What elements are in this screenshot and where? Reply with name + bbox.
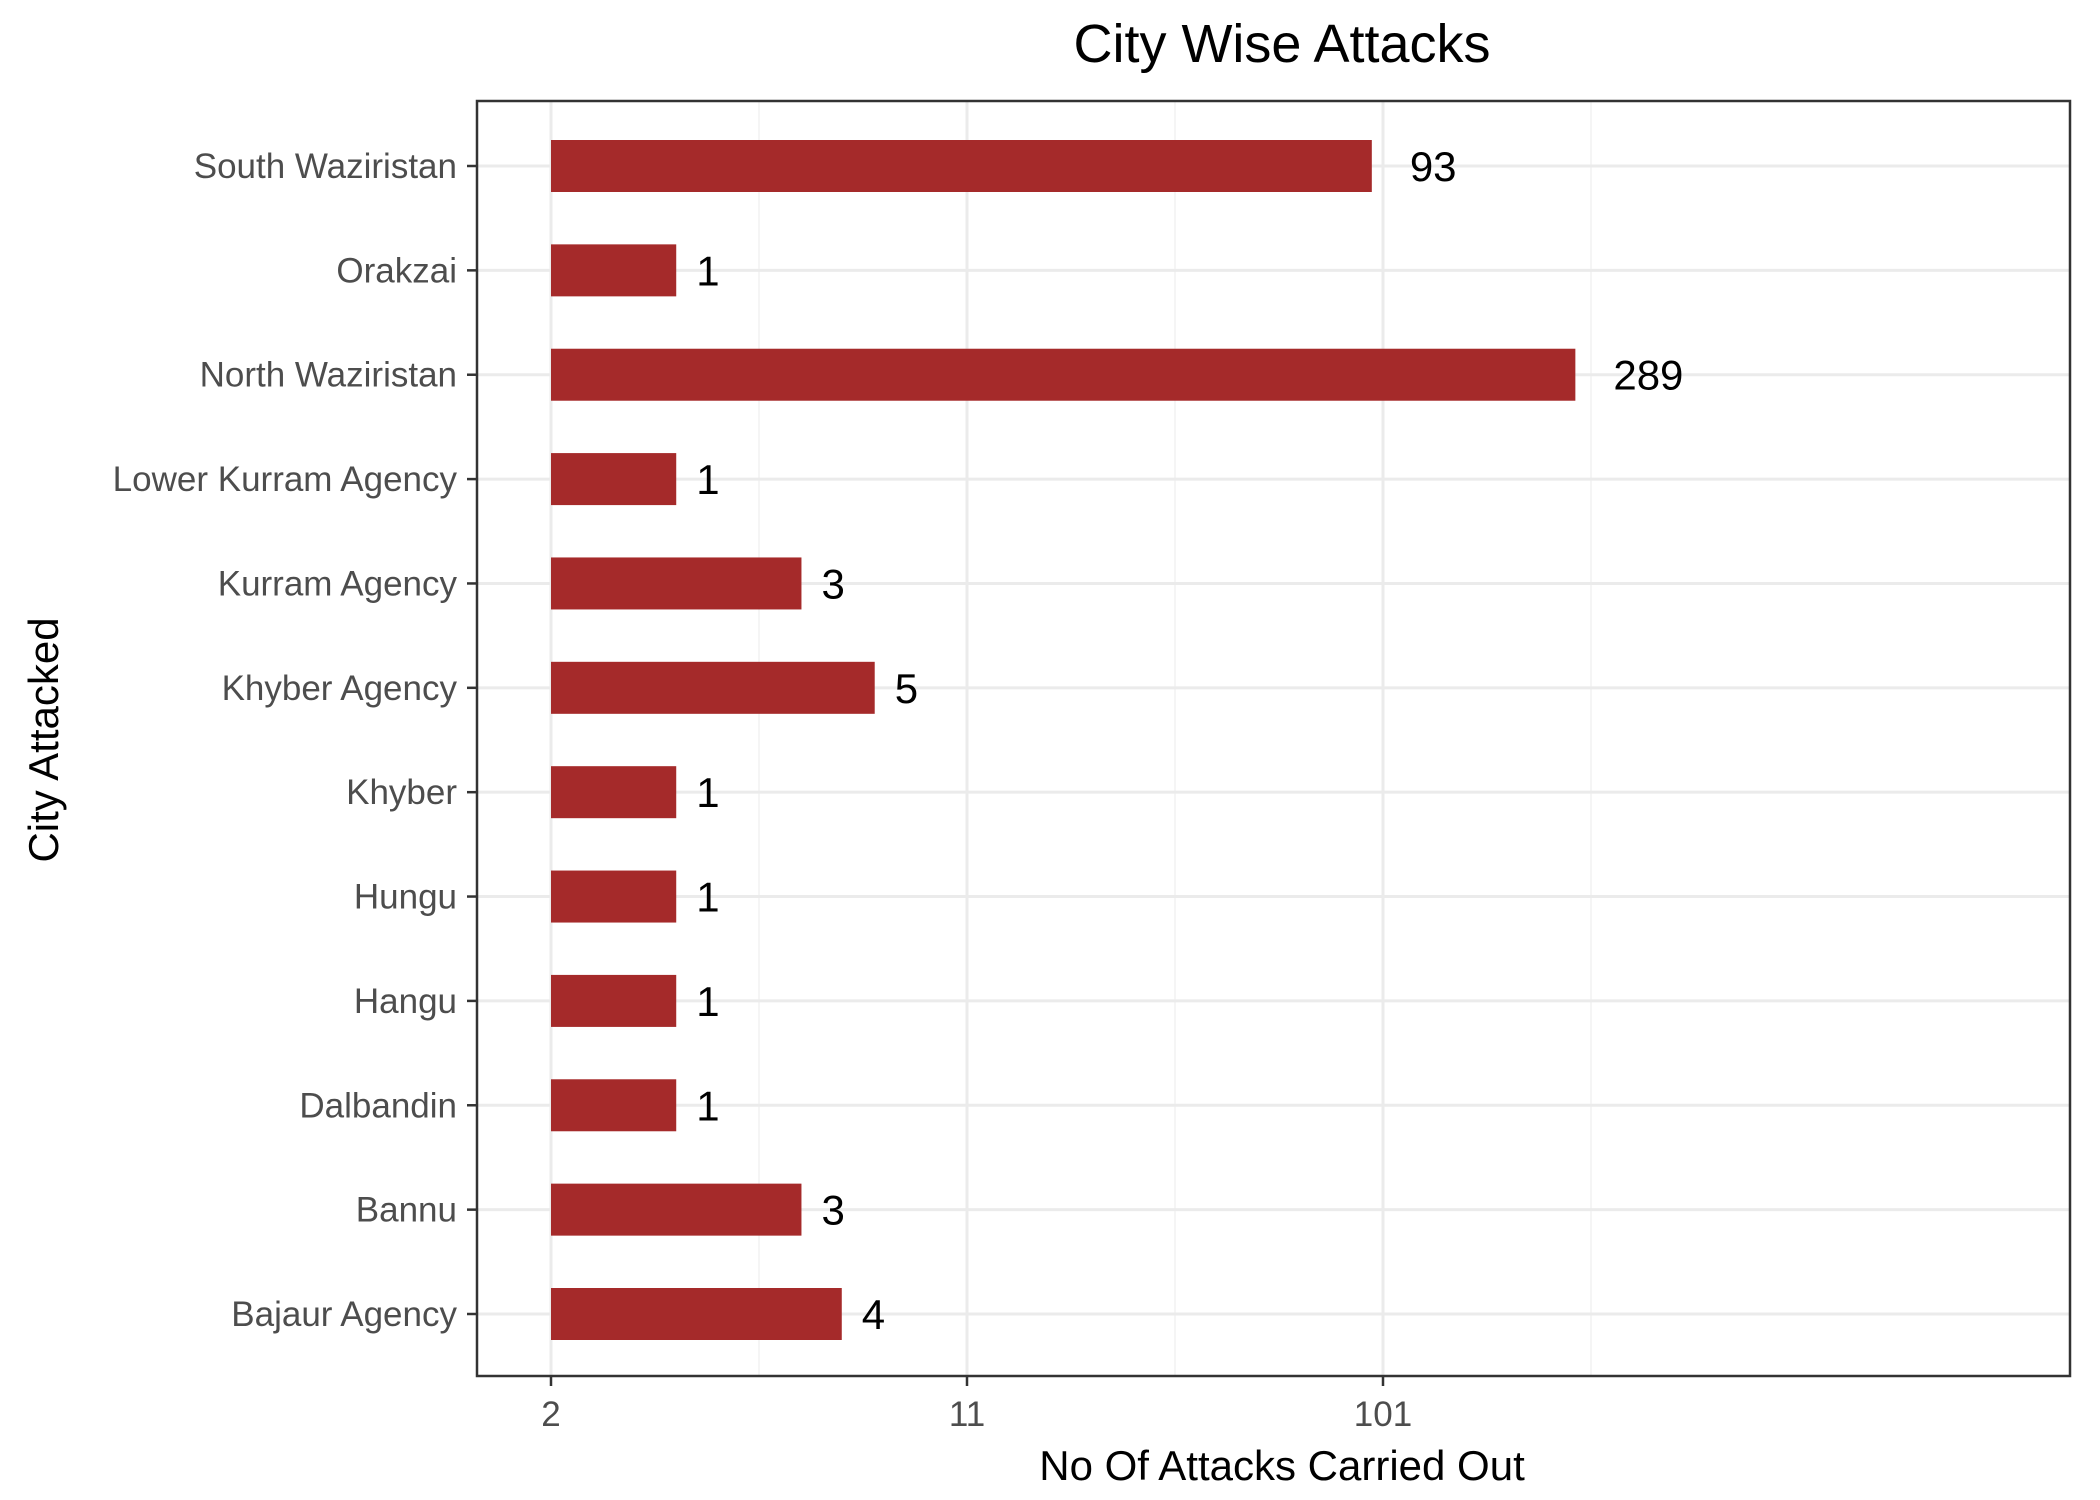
- data-label: 1: [696, 247, 719, 294]
- data-label: 3: [821, 1187, 844, 1234]
- bar: [551, 766, 677, 819]
- bar: [551, 1288, 842, 1340]
- data-label: 5: [895, 665, 918, 712]
- y-tick-label: South Waziristan: [194, 147, 457, 186]
- x-tick-label: 11: [949, 1395, 985, 1434]
- bar: [551, 453, 677, 506]
- bar: [551, 348, 1576, 401]
- y-tick-label: Lower Kurram Agency: [113, 460, 458, 499]
- y-tick-label: Bannu: [356, 1191, 457, 1230]
- x-axis-ticks: 2 11 101: [541, 1376, 1412, 1434]
- data-label: 1: [696, 874, 719, 921]
- y-tick-label: Hangu: [354, 982, 457, 1021]
- data-label: 93: [1410, 143, 1457, 190]
- data-label: 289: [1613, 352, 1683, 399]
- bar: [551, 870, 677, 923]
- data-label: 1: [696, 1082, 719, 1129]
- bar: [551, 244, 677, 297]
- bar: [551, 140, 1372, 192]
- bar: [551, 1079, 677, 1132]
- data-label: 1: [696, 769, 719, 816]
- chart-title: City Wise Attacks: [1073, 14, 1490, 74]
- x-tick-label: 101: [1354, 1395, 1412, 1434]
- y-axis-title: City Attacked: [20, 617, 67, 862]
- y-tick-label: Hungu: [354, 878, 457, 917]
- bar: [551, 557, 802, 610]
- data-label: 1: [696, 978, 719, 1025]
- bar: [551, 974, 677, 1027]
- bar: [551, 1183, 802, 1236]
- data-label: 4: [862, 1291, 885, 1338]
- y-tick-label: Khyber: [346, 773, 457, 812]
- bar: [551, 661, 875, 714]
- data-label: 1: [696, 456, 719, 503]
- data-labels: 93 1 289 1 3 5 1 1 1 1 3 4: [696, 143, 1683, 1338]
- data-label: 3: [821, 560, 844, 607]
- plot-panel-border: [475, 99, 2072, 1378]
- y-tick-label: Orakzai: [336, 251, 457, 290]
- y-tick-label: Dalbandin: [299, 1086, 457, 1125]
- y-tick-label: Khyber Agency: [222, 669, 458, 708]
- y-tick-label: Kurram Agency: [218, 564, 458, 603]
- x-axis-title: No Of Attacks Carried Out: [1039, 1442, 1525, 1489]
- y-tick-label: North Waziristan: [200, 356, 457, 395]
- y-tick-label: Bajaur Agency: [231, 1295, 457, 1334]
- y-axis-ticks: South Waziristan Orakzai North Waziristan L…: [113, 147, 477, 1334]
- x-tick-label: 2: [541, 1395, 560, 1434]
- bars: [551, 140, 1576, 1340]
